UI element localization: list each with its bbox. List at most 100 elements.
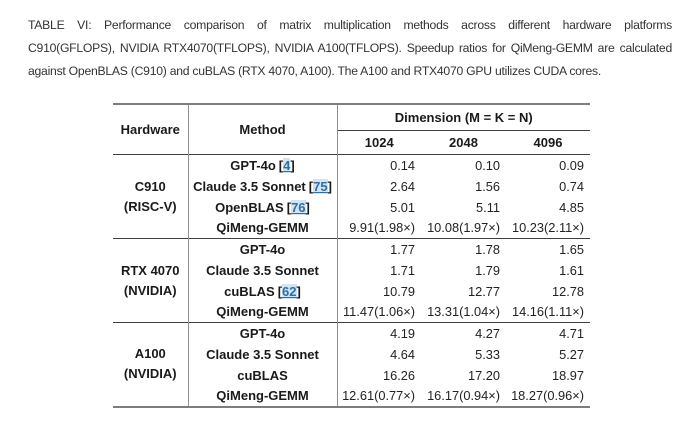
value-cell: 0.74 — [559, 178, 584, 194]
value-cell: 5.33 — [475, 346, 500, 362]
citation: [75] — [308, 178, 332, 194]
value-cell: 18.27(0.96×) — [511, 388, 584, 403]
table-row: A100 (NVIDIA) GPT-4o 4.19 4.27 4.71 — [113, 322, 590, 407]
table-row: Claude 3.5 Sonnet [75] 2.64 1.56 0.74 — [113, 175, 590, 197]
method-label: GPT-4o — [239, 241, 286, 257]
citation: [62] — [277, 283, 301, 299]
method-cell: GPT-4o — [188, 322, 338, 344]
value-cell: 4.71 — [559, 325, 584, 341]
bracket-close: ] — [296, 283, 301, 299]
caption-line: TABLE VI: Performance comparison of matr… — [28, 18, 672, 32]
bracket-close: ] — [290, 157, 295, 173]
value-cell: 4.85 — [559, 199, 584, 215]
table-row: RTX 4070 (NVIDIA) GPT-4o 1.77 1.78 1.65 — [113, 238, 590, 323]
citation: [76] — [286, 199, 310, 215]
caption-line: against OpenBLAS (C910) and cuBLAS (RTX … — [28, 64, 602, 78]
method-label: GPT-4o — [239, 325, 286, 341]
value-cell: 12.77 — [467, 283, 500, 299]
value-cell: 10.08(1.97×) — [427, 220, 500, 236]
method-label: Claude 3.5 Sonnet — [206, 346, 319, 362]
method-cell: Claude 3.5 Sonnet — [188, 343, 338, 365]
table-row: OpenBLAS [76] 5.01 5.11 4.85 — [113, 196, 590, 218]
method-label: cuBLAS — [224, 283, 275, 299]
value-cell: 12.61(0.77×) — [342, 388, 415, 403]
col-header-method: Method — [188, 104, 338, 155]
value-cell: 17.20 — [467, 367, 500, 383]
citation-link[interactable]: 62 — [282, 283, 297, 299]
value-cell: 1.56 — [475, 178, 500, 194]
method-label: QiMeng-GEMM — [216, 388, 309, 403]
hardware-cell: A100 (NVIDIA) — [113, 322, 189, 407]
value-cell: 12.78 — [551, 283, 584, 299]
value-cell: 1.71 — [390, 262, 415, 278]
citation-link[interactable]: 4 — [283, 157, 291, 173]
value-cell: 1.65 — [559, 241, 584, 257]
method-cell: QiMeng-GEMM — [188, 301, 338, 323]
method-cell: Claude 3.5 Sonnet [75] — [188, 175, 338, 197]
value-cell: 16.17(0.94×) — [427, 388, 500, 403]
value-cell: 1.78 — [475, 241, 500, 257]
value-cell: 14.16(1.11×) — [512, 304, 584, 320]
table-row: QiMeng-GEMM 12.61(0.77×) 16.17(0.94×) 18… — [113, 385, 590, 407]
method-cell: QiMeng-GEMM — [188, 217, 338, 239]
hardware-arch: (RISC-V) — [123, 198, 177, 214]
value-cell: 13.31(1.04×) — [427, 304, 500, 320]
method-label: Claude 3.5 Sonnet — [193, 178, 306, 194]
table-caption: TABLE VI: Performance comparison of matr… — [28, 14, 672, 83]
method-cell: GPT-4o — [188, 238, 338, 260]
value-cell: 2.64 — [390, 178, 415, 194]
citation: [4] — [278, 157, 295, 173]
method-cell: cuBLAS [62] — [188, 280, 338, 302]
value-cell: 4.64 — [390, 346, 415, 362]
section-rtx4070: RTX 4070 (NVIDIA) GPT-4o 1.77 1.78 1.65 … — [113, 238, 590, 323]
hardware-arch: (NVIDIA) — [123, 282, 177, 298]
method-label: QiMeng-GEMM — [216, 304, 309, 320]
value-cell: 4.19 — [390, 325, 415, 341]
method-label: Claude 3.5 Sonnet — [206, 262, 319, 278]
value-cell: 0.09 — [559, 157, 584, 173]
citation-link[interactable]: 76 — [291, 199, 306, 215]
method-cell: OpenBLAS [76] — [188, 196, 338, 218]
value-cell: 16.26 — [382, 367, 415, 383]
table-row: cuBLAS 16.26 17.20 18.97 — [113, 364, 590, 386]
hardware-cell: C910 (RISC-V) — [113, 154, 189, 239]
method-cell: cuBLAS — [188, 364, 338, 386]
table-row: Claude 3.5 Sonnet 1.71 1.79 1.61 — [113, 259, 590, 281]
value-cell: 9.91(1.98×) — [349, 220, 415, 236]
section-a100: A100 (NVIDIA) GPT-4o 4.19 4.27 4.71 Clau… — [113, 322, 590, 407]
col-header-4096: 4096 — [533, 135, 563, 150]
value-cell: 11.47(1.06×) — [343, 304, 415, 320]
bracket-open: [ — [286, 199, 292, 215]
method-label: QiMeng-GEMM — [216, 220, 309, 236]
method-cell: QiMeng-GEMM — [188, 385, 338, 407]
hardware-name: A100 — [134, 346, 166, 362]
bracket-open: [ — [277, 283, 283, 299]
bracket-open: [ — [278, 157, 284, 173]
method-label: GPT-4o — [230, 157, 276, 173]
table-header: Hardware Method Dimension (M = K = N) 10… — [113, 104, 590, 155]
col-header-1024: 1024 — [364, 135, 394, 150]
value-cell: 1.79 — [475, 262, 500, 278]
bracket-open: [ — [308, 178, 314, 194]
col-header-2048: 2048 — [449, 135, 478, 150]
table-row: cuBLAS [62] 10.79 12.77 12.78 — [113, 280, 590, 302]
value-cell: 4.27 — [475, 325, 500, 341]
citation-link[interactable]: 75 — [313, 178, 328, 194]
value-cell: 10.79 — [382, 283, 415, 299]
value-cell: 1.61 — [559, 262, 584, 278]
bracket-close: ] — [305, 199, 310, 215]
table-container: Hardware Method Dimension (M = K = N) 10… — [113, 103, 590, 408]
value-cell: 5.27 — [559, 346, 584, 362]
hardware-cell: RTX 4070 (NVIDIA) — [113, 238, 189, 323]
col-header-hardware: Hardware — [113, 104, 189, 155]
performance-table: Hardware Method Dimension (M = K = N) 10… — [113, 103, 590, 408]
hardware-name: RTX 4070 — [120, 262, 180, 278]
method-label: cuBLAS — [237, 367, 288, 383]
value-cell: 0.14 — [390, 157, 415, 173]
col-header-dimension: Dimension (M = K = N) — [337, 104, 590, 131]
value-cell: 0.10 — [475, 157, 500, 173]
method-cell: GPT-4o [4] — [188, 154, 338, 176]
value-cell: 1.77 — [390, 241, 415, 257]
section-c910: C910 (RISC-V) GPT-4o [4] 0.14 0.10 0.09 C… — [113, 154, 590, 239]
value-cell: 5.11 — [476, 199, 500, 215]
